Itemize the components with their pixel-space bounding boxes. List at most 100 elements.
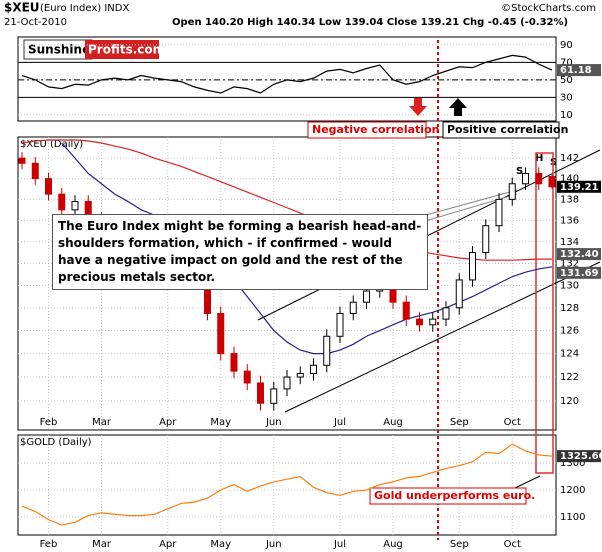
candle-body	[455, 279, 463, 309]
x-tick-label: Mar	[92, 539, 112, 550]
x-tick-label: Oct	[504, 539, 521, 550]
y-tick-label: 130	[560, 280, 579, 291]
candle-body	[58, 193, 66, 211]
x-tick-label: Mar	[92, 417, 112, 428]
last-value-label: 139.21	[560, 182, 599, 193]
candle-body	[257, 382, 264, 404]
y-tick-label: 30	[560, 92, 573, 103]
neg-box	[307, 121, 427, 139]
y-tick-label: 1300	[560, 458, 585, 469]
logo-left: Sunshine	[28, 43, 90, 57]
head-label: H	[535, 153, 543, 164]
pointer	[414, 189, 518, 219]
quote: Open 140.20 High 140.34 Low 139.04 Close…	[172, 17, 568, 28]
x-tick-label: Aug	[383, 417, 403, 428]
y-tick-label: 1100	[560, 512, 585, 523]
candle-body	[548, 176, 556, 188]
line	[21, 443, 553, 526]
panel-title: $GOLD (Daily)	[20, 437, 92, 448]
symbol: $XEU	[4, 1, 40, 15]
candle-body	[508, 183, 516, 200]
candle-body	[363, 290, 370, 303]
candle-body	[243, 370, 251, 384]
candle-body	[535, 172, 543, 185]
panel	[17, 36, 557, 122]
candle-body	[31, 162, 39, 180]
x-tick-label: May	[210, 539, 231, 550]
highlight-box	[535, 152, 554, 474]
x-tick-label: Jun	[265, 417, 282, 428]
up-arrow	[449, 98, 467, 116]
pos-box	[442, 121, 560, 139]
gold-note: Gold underperforms euro.	[374, 489, 535, 502]
x-tick-label: Jul	[333, 417, 346, 428]
last-value-box	[557, 64, 601, 77]
y-tick-label: 136	[560, 215, 579, 226]
x-tick-label: Sep	[450, 417, 469, 428]
y-tick-label: 132	[560, 258, 579, 269]
candle-body	[522, 172, 529, 185]
logo-right: Profits.com	[88, 43, 165, 57]
line	[21, 139, 552, 261]
last-value-label: 1325.60	[560, 451, 602, 462]
channel-top	[257, 149, 601, 321]
candle-body	[18, 157, 26, 164]
x-tick-label: Aug	[383, 539, 403, 550]
gold-box	[369, 487, 527, 505]
y-tick-label: 90	[560, 40, 573, 51]
candle-body	[442, 307, 450, 320]
x-tick-label: Feb	[40, 539, 58, 550]
y-tick-label: 122	[560, 372, 579, 383]
candle-body	[469, 252, 476, 281]
candle-body	[349, 301, 357, 314]
y-tick-label: 70	[560, 57, 573, 68]
last-value-box	[557, 266, 601, 279]
candle-body	[323, 335, 331, 366]
y-tick-label: 10	[560, 110, 573, 121]
y-tick-label: 120	[560, 396, 579, 407]
pos-label: Positive correlation	[447, 123, 568, 136]
y-tick-label: 140	[560, 174, 579, 185]
shoulder-label: S	[516, 166, 523, 177]
candle-body	[270, 388, 278, 404]
line	[61, 142, 553, 355]
copyright: ©StockCharts.com	[501, 3, 596, 14]
x-tick-label: Jun	[265, 539, 282, 550]
y-tick-label: 124	[560, 349, 579, 360]
x-tick-label: Oct	[504, 417, 521, 428]
y-tick-label: 134	[560, 237, 579, 248]
candle-body	[45, 178, 52, 195]
last-value-box	[557, 180, 601, 193]
line	[21, 54, 553, 94]
y-tick-label: 1200	[560, 485, 585, 496]
x-tick-label: May	[210, 417, 231, 428]
candle-body	[230, 353, 238, 372]
index-name: (Euro Index) INDX	[40, 3, 129, 14]
date: 21-Oct-2010	[4, 17, 67, 28]
panel	[17, 434, 557, 536]
candle-body	[482, 225, 490, 254]
last-value-label: 132.40	[560, 249, 599, 260]
annotation-note: The Euro Index might be forming a bearis…	[52, 214, 428, 290]
last-value-box	[557, 450, 601, 463]
x-tick-label: Sep	[450, 539, 469, 550]
pointer	[514, 475, 541, 489]
candle-body	[336, 312, 344, 337]
channel-bottom	[284, 261, 601, 413]
candle-body	[429, 318, 437, 326]
x-tick-label: Apr	[159, 539, 177, 550]
y-tick-label: 142	[560, 153, 579, 164]
candle-body	[495, 198, 503, 227]
candle-body	[402, 301, 410, 320]
y-tick-label: 138	[560, 194, 579, 205]
down-arrow	[409, 98, 427, 116]
x-tick-label: Jul	[333, 539, 346, 550]
candle-body	[416, 318, 423, 326]
candle-body	[71, 200, 79, 211]
last-value-label: 61.18	[560, 65, 592, 76]
last-value-box	[557, 248, 601, 261]
x-tick-label: Apr	[159, 417, 177, 428]
last-value-label: 131.69	[560, 268, 599, 279]
